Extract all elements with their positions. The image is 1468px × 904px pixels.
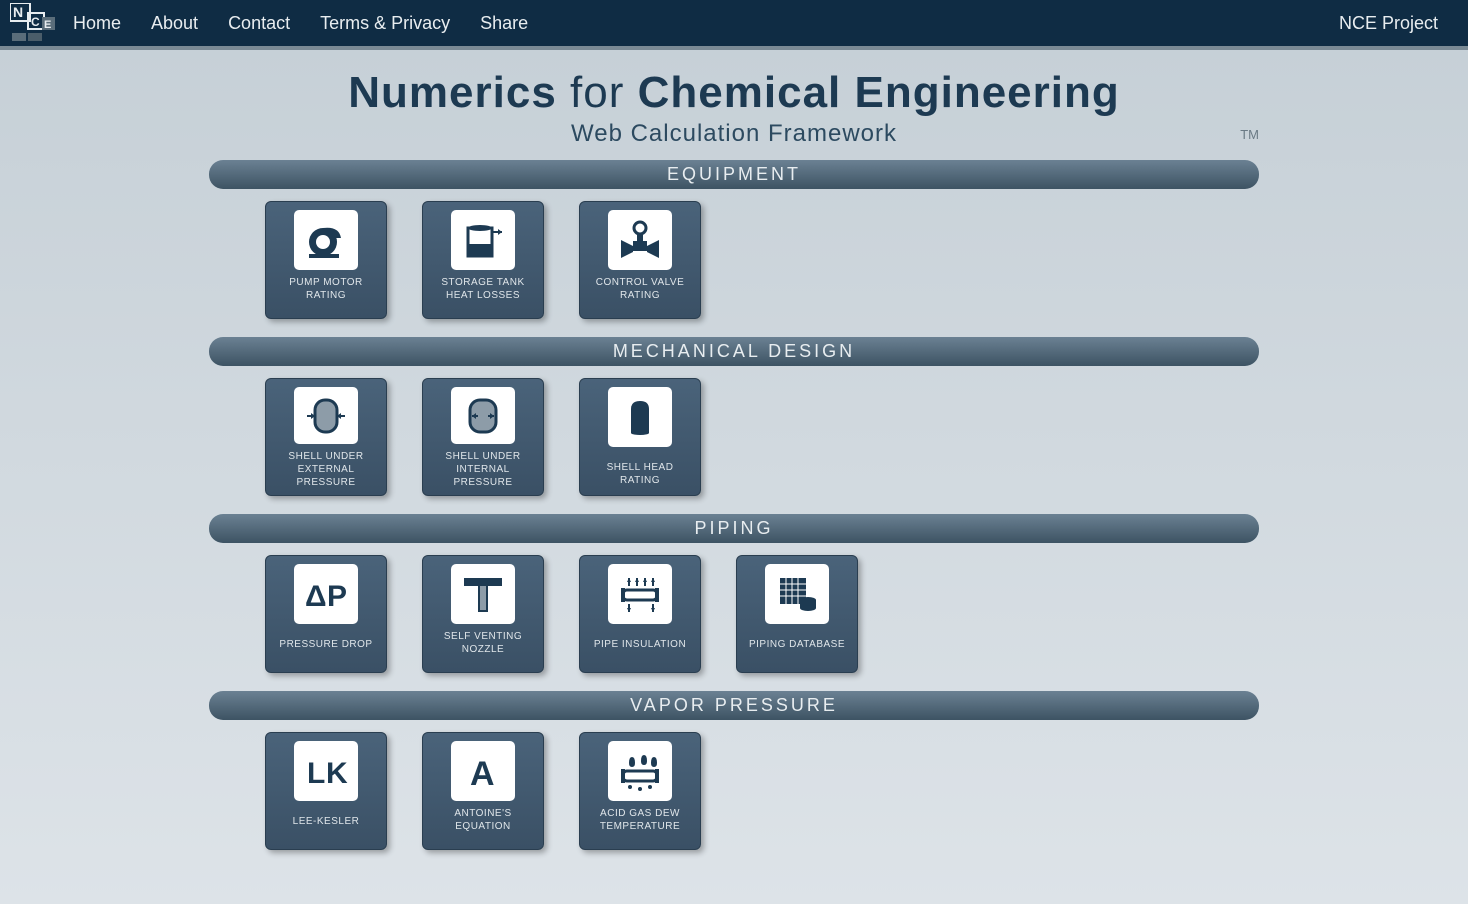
tile-acid-gas-dew[interactable]: ACID GAS DEW TEMPERATURE xyxy=(579,732,701,850)
tile-label: CONTROL VALVE RATING xyxy=(586,276,694,302)
tile-label: PIPE INSULATION xyxy=(594,638,686,651)
tiles-vapor: LK LEE-KESLER A ANTOINE'S EQUATION ACID … xyxy=(209,732,1259,850)
tile-label: SHELL HEAD RATING xyxy=(586,461,694,487)
section-header-equipment: EQUIPMENT xyxy=(209,160,1259,189)
pump-icon xyxy=(294,210,358,270)
tile-label: ACID GAS DEW TEMPERATURE xyxy=(586,807,694,833)
tile-pipe-insulation[interactable]: PIPE INSULATION xyxy=(579,555,701,673)
tile-shell-head[interactable]: SHELL HEAD RATING xyxy=(579,378,701,496)
svg-text:A: A xyxy=(470,755,495,793)
section-header-vapor: VAPOR PRESSURE xyxy=(209,691,1259,720)
page-title: Numerics for Chemical Engineering xyxy=(209,68,1259,118)
database-icon xyxy=(765,564,829,624)
shell-head-icon xyxy=(608,387,672,447)
insulation-icon xyxy=(608,564,672,624)
tiles-piping: ΔP PRESSURE DROP SELF VENTING NOZZLE PIP… xyxy=(209,555,1259,673)
tile-lee-kesler[interactable]: LK LEE-KESLER xyxy=(265,732,387,850)
section-header-mechanical: MECHANICAL DESIGN xyxy=(209,337,1259,366)
tank-icon xyxy=(451,210,515,270)
tile-label: PIPING DATABASE xyxy=(749,638,845,651)
tiles-equipment: PUMP MOTOR RATING STORAGE TANK HEAT LOSS… xyxy=(209,201,1259,319)
nav-contact[interactable]: Contact xyxy=(228,13,290,34)
svg-text:L: L xyxy=(307,757,325,790)
tile-label: LEE-KESLER xyxy=(293,815,360,828)
tile-storage-tank[interactable]: STORAGE TANK HEAT LOSSES xyxy=(422,201,544,319)
dp-icon: ΔP xyxy=(294,564,358,624)
tile-control-valve[interactable]: CONTROL VALVE RATING xyxy=(579,201,701,319)
nav-about[interactable]: About xyxy=(151,13,198,34)
tile-antoine[interactable]: A ANTOINE'S EQUATION xyxy=(422,732,544,850)
shell-ext-icon xyxy=(294,387,358,444)
svg-text:N: N xyxy=(13,4,23,20)
tile-pressure-drop[interactable]: ΔP PRESSURE DROP xyxy=(265,555,387,673)
logo[interactable]: N C E xyxy=(10,3,55,43)
nav-home[interactable]: Home xyxy=(73,13,121,34)
section-header-piping: PIPING xyxy=(209,514,1259,543)
svg-text:C: C xyxy=(31,15,40,29)
nav-share[interactable]: Share xyxy=(480,13,528,34)
svg-text:P: P xyxy=(327,580,347,613)
nozzle-icon xyxy=(451,564,515,624)
tile-label: PRESSURE DROP xyxy=(279,638,372,651)
tile-self-venting-nozzle[interactable]: SELF VENTING NOZZLE xyxy=(422,555,544,673)
tile-label: SELF VENTING NOZZLE xyxy=(429,630,537,656)
svg-text:Δ: Δ xyxy=(305,580,327,613)
antoine-icon: A xyxy=(451,741,515,801)
shell-int-icon xyxy=(451,387,515,444)
tile-pump-motor-rating[interactable]: PUMP MOTOR RATING xyxy=(265,201,387,319)
lk-icon: LK xyxy=(294,741,358,801)
title-area: Numerics for Chemical Engineering Web Ca… xyxy=(209,68,1259,148)
tile-piping-database[interactable]: PIPING DATABASE xyxy=(736,555,858,673)
topbar: N C E Home About Contact Terms & Privacy… xyxy=(0,0,1468,50)
valve-icon xyxy=(608,210,672,270)
trademark: TM xyxy=(1240,127,1259,142)
svg-text:E: E xyxy=(44,19,51,31)
main-content: Numerics for Chemical Engineering Web Ca… xyxy=(209,50,1259,850)
tile-label: ANTOINE'S EQUATION xyxy=(429,807,537,833)
nav-links: Home About Contact Terms & Privacy Share xyxy=(73,13,1339,34)
nav-terms[interactable]: Terms & Privacy xyxy=(320,13,450,34)
tile-label: SHELL UNDER EXTERNAL PRESSURE xyxy=(272,450,380,489)
tiles-mechanical: SHELL UNDER EXTERNAL PRESSURE SHELL UNDE… xyxy=(209,378,1259,496)
page-subtitle: Web Calculation Framework xyxy=(209,120,1259,148)
tile-label: SHELL UNDER INTERNAL PRESSURE xyxy=(429,450,537,489)
svg-text:K: K xyxy=(326,757,348,790)
tile-label: STORAGE TANK HEAT LOSSES xyxy=(429,276,537,302)
tile-shell-internal[interactable]: SHELL UNDER INTERNAL PRESSURE xyxy=(422,378,544,496)
project-label[interactable]: NCE Project xyxy=(1339,13,1438,34)
tile-shell-external[interactable]: SHELL UNDER EXTERNAL PRESSURE xyxy=(265,378,387,496)
tile-label: PUMP MOTOR RATING xyxy=(272,276,380,302)
dew-icon xyxy=(608,741,672,801)
